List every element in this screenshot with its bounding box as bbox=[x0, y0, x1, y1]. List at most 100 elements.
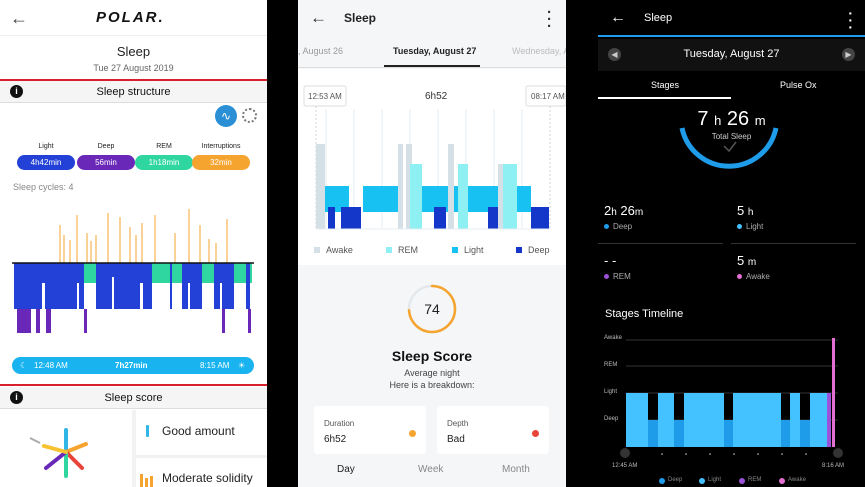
score-wheel bbox=[0, 410, 132, 487]
sleep-duration: 7h27min bbox=[115, 361, 148, 370]
fitbit-sleep-chart: 12:53 AM 6h52 08:17 AM Awake REM Light D… bbox=[298, 69, 566, 265]
score-quality: Average night bbox=[404, 368, 460, 378]
timeline-start: 12:45 AM bbox=[612, 463, 638, 469]
timeline-title: Stages Timeline bbox=[605, 308, 684, 320]
score-item-label: Moderate solidity bbox=[162, 471, 253, 485]
deep-area bbox=[648, 420, 810, 447]
score-ring bbox=[407, 284, 457, 334]
stage-light: Light 4h42min bbox=[17, 143, 75, 170]
duration-card[interactable]: Duration 6h52 bbox=[314, 406, 426, 454]
stage-deep: Deep 56min bbox=[77, 143, 135, 170]
awake-area bbox=[832, 338, 835, 447]
date-bar: ◀ Tuesday, August 27 ▶ bbox=[598, 39, 865, 71]
depth-card[interactable]: Depth Bad bbox=[437, 406, 549, 454]
deep-blocks bbox=[17, 309, 251, 333]
score-item-label: Good amount bbox=[162, 424, 235, 438]
back-arrow-icon[interactable]: ← bbox=[610, 9, 626, 26]
level-deep: Deep bbox=[604, 416, 619, 422]
legend-light: Light bbox=[452, 245, 484, 255]
rem-area bbox=[827, 393, 831, 447]
legend-awake: Awake bbox=[788, 477, 806, 483]
garmin-panel: ← Sleep · · · ◀ Tuesday, August 27 ▶ Stage… bbox=[598, 0, 865, 487]
card-label: Duration bbox=[324, 419, 355, 428]
more-menu-icon[interactable]: · · · bbox=[848, 5, 853, 35]
sleep-structure-header: i Sleep structure bbox=[0, 81, 267, 103]
time-ticks bbox=[661, 453, 807, 455]
polar-header: ← POLAR. bbox=[0, 0, 267, 36]
total-sleep-value: 7 h 26 m bbox=[697, 108, 766, 130]
sleep-score-title: Sleep Score bbox=[391, 348, 473, 364]
tab-pulse-ox[interactable]: Pulse Ox bbox=[780, 80, 817, 90]
polar-logo: POLAR. bbox=[96, 9, 165, 26]
stat-deep: 2h 26m Deep bbox=[598, 196, 723, 244]
info-icon[interactable]: i bbox=[10, 391, 23, 404]
period-tabs: Day Week Month bbox=[298, 454, 566, 487]
tab-stages[interactable]: Stages bbox=[651, 80, 680, 90]
end-time: 8:15 AM bbox=[200, 361, 230, 370]
back-arrow-icon[interactable]: ← bbox=[310, 8, 327, 27]
legend-rem: REM bbox=[748, 477, 762, 483]
fitbit-panel: ← Sleep · · · , August 26 Tuesday, August … bbox=[298, 0, 566, 487]
tab-week[interactable]: Week bbox=[418, 464, 444, 475]
timeline-end: 8:16 AM bbox=[822, 463, 845, 469]
info-icon[interactable]: i bbox=[10, 85, 23, 98]
card-label: Depth bbox=[447, 419, 469, 428]
solidity-icon bbox=[140, 474, 143, 487]
next-date-icon[interactable]: ▶ bbox=[842, 48, 855, 61]
date-current[interactable]: Tuesday, August 27 bbox=[393, 46, 477, 56]
sleep-score-cards: Good amount Moderate solidity bbox=[0, 410, 267, 487]
page-date: Tue 27 August 2019 bbox=[93, 63, 174, 73]
start-time-box bbox=[303, 85, 347, 107]
page-title: Sleep bbox=[644, 12, 673, 24]
garmin-header: ← Sleep · · · bbox=[598, 0, 865, 37]
stage-label: REM bbox=[156, 143, 172, 150]
line-chart-icon[interactable]: ∿ bbox=[215, 105, 237, 127]
tab-month[interactable]: Month bbox=[502, 464, 530, 475]
light-blocks bbox=[14, 263, 250, 309]
page-title: Sleep bbox=[116, 44, 151, 59]
level-light: Light bbox=[604, 389, 618, 395]
awake-bars bbox=[316, 144, 503, 229]
stage-label: Interruptions bbox=[201, 143, 241, 150]
more-menu-icon[interactable]: · · · bbox=[547, 4, 552, 35]
prev-date-icon[interactable]: ◀ bbox=[608, 48, 621, 61]
divider bbox=[0, 384, 267, 386]
stage-value: 4h42min bbox=[17, 155, 75, 170]
status-dot bbox=[409, 430, 416, 437]
date-next[interactable]: Wednesday, August bbox=[512, 46, 566, 56]
card-value: Bad bbox=[447, 434, 465, 445]
stat-rem: - - REM bbox=[604, 253, 631, 281]
sunrise-icon: ☀ bbox=[238, 361, 246, 370]
score-item-good-amount: Good amount bbox=[136, 410, 267, 455]
sleep-score-value: 74 bbox=[424, 301, 440, 317]
tab-day[interactable]: Day bbox=[337, 464, 355, 475]
start-time: 12:48 AM bbox=[34, 361, 68, 370]
score-breakdown: Here is a breakdown: bbox=[389, 380, 475, 390]
back-arrow-icon[interactable]: ← bbox=[10, 8, 28, 28]
legend-rem: REM bbox=[386, 245, 418, 255]
card-value: 6h52 bbox=[324, 434, 347, 445]
white-gaps bbox=[42, 277, 222, 309]
fitbit-hypnogram bbox=[303, 85, 566, 230]
check-icon bbox=[723, 141, 737, 153]
status-dot bbox=[532, 430, 539, 437]
rem-bars bbox=[410, 164, 517, 229]
date-prev[interactable]: , August 26 bbox=[298, 46, 344, 56]
stat-light: 5 h Light bbox=[731, 196, 856, 244]
polar-hypnogram bbox=[12, 209, 254, 333]
level-lines bbox=[626, 339, 838, 421]
cycle-chart-icon[interactable] bbox=[242, 108, 257, 123]
garmin-tabs: Stages Pulse Ox bbox=[598, 71, 865, 99]
view-toggle: ∿ bbox=[215, 105, 261, 127]
stage-label: Deep bbox=[97, 143, 115, 150]
end-time: 08:17 AM bbox=[531, 92, 565, 101]
score-wheel-icon bbox=[29, 428, 88, 478]
sleep-start-icon bbox=[620, 448, 630, 458]
stage-interruptions: Interruptions 32min bbox=[192, 143, 250, 170]
stage-rem: REM 1h18min bbox=[135, 143, 193, 170]
section-title: Sleep structure bbox=[96, 86, 171, 98]
total-sleep-label: Total Sleep bbox=[711, 132, 752, 141]
tab-indicator bbox=[598, 97, 731, 99]
score-ring-arc bbox=[407, 284, 457, 334]
total-sleep-ring bbox=[679, 127, 779, 169]
